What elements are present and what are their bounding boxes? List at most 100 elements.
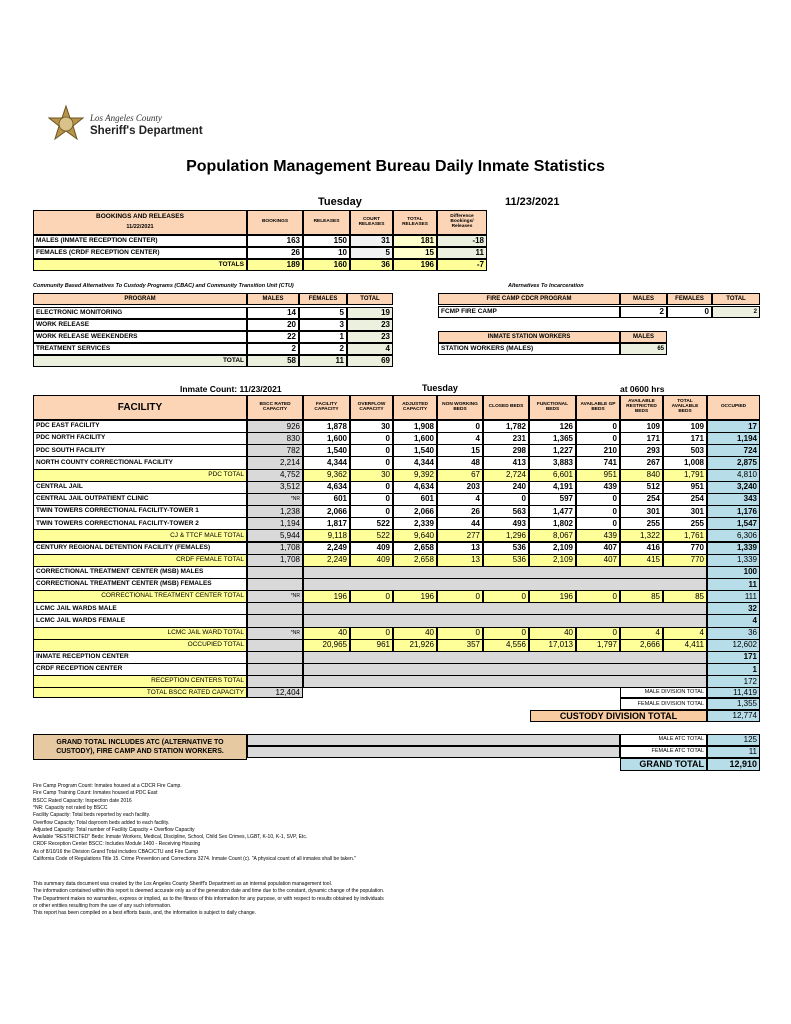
value: 0 (483, 492, 529, 507)
row-label: TOTALS (33, 259, 247, 271)
value: 2 (712, 306, 760, 318)
value: 1,708 (247, 553, 303, 567)
value: 12,774 (707, 710, 760, 723)
value: 1,194 (247, 517, 303, 531)
cbac-title: Community Based Alternatives To Custody … (33, 283, 294, 289)
column-header: AVAILABLE GP BEDS (576, 395, 620, 420)
column-header: TOTAL (347, 293, 393, 305)
value: 343 (707, 492, 760, 507)
column-header: FEMALES (667, 293, 712, 305)
column-header: TOTAL RELEASES (393, 210, 437, 235)
column-header: OCCUPIED (707, 395, 760, 420)
value: 255 (620, 517, 663, 531)
value: 10 (303, 247, 350, 259)
column-header: RELEASES (303, 210, 350, 235)
column-header: TOTAL AVAILABLE BEDS (663, 395, 707, 420)
value: 439 (576, 529, 620, 543)
value: 15 (393, 247, 437, 259)
value: 2,066 (393, 505, 437, 519)
value: 163 (247, 235, 303, 247)
value: 4 (437, 432, 483, 446)
value: 22 (247, 331, 299, 343)
value: 1,817 (303, 517, 350, 531)
value: 0 (576, 590, 620, 604)
value: 1,791 (663, 468, 707, 482)
value: 522 (350, 517, 393, 531)
value: 409 (350, 553, 393, 567)
day: Tuesday (318, 196, 362, 208)
blank-cell (247, 746, 620, 758)
value: 4,344 (393, 456, 437, 470)
value: 14 (247, 307, 299, 319)
count-time: at 0600 hrs (620, 384, 665, 394)
value: 2,249 (303, 553, 350, 567)
row-label: FEMALE ATC TOTAL (620, 746, 707, 758)
note-line: Overflow Capacity: Total dayroom beds ad… (33, 819, 170, 826)
row-label: CORRECTIONAL TREATMENT CENTER (MSB) FEMA… (33, 577, 247, 592)
value: 0 (576, 492, 620, 507)
value: 407 (576, 553, 620, 567)
value: 4,634 (303, 480, 350, 494)
value: 67 (437, 468, 483, 482)
blank-cell (303, 614, 707, 628)
value: 231 (483, 432, 529, 446)
value: 0 (483, 590, 529, 604)
disclaimer-line: The Department makes no warranties, expr… (33, 895, 384, 902)
value: 1,761 (663, 529, 707, 543)
row-label: STATION WORKERS (MALES) (438, 343, 620, 355)
value: 240 (483, 480, 529, 494)
value: 4,556 (483, 638, 529, 652)
value: 196 (303, 590, 350, 604)
value: 11 (707, 577, 760, 592)
blank-cell (247, 734, 620, 746)
value: 267 (620, 456, 663, 470)
value: 13 (437, 553, 483, 567)
column-header: OVERFLOW CAPACITY (350, 395, 393, 420)
note-line: BSCC Rated Capacity: Inspection date 201… (33, 797, 132, 804)
note-line: Fire Camp Training Count: Inmates housed… (33, 790, 158, 797)
value: 5,944 (247, 529, 303, 543)
row-label: CUSTODY DIVISION TOTAL (530, 710, 707, 723)
value: 12,602 (707, 638, 760, 652)
value: 171 (707, 650, 760, 664)
value: 6,306 (707, 529, 760, 543)
value: 1,600 (303, 432, 350, 446)
value: 11 (299, 355, 347, 367)
value: 26 (247, 247, 303, 259)
value: *NR (247, 492, 303, 507)
row-label: OCCUPIED TOTAL (33, 638, 247, 652)
value: 19 (347, 307, 393, 319)
value: 1,547 (707, 517, 760, 531)
value: 189 (247, 259, 303, 271)
value: 741 (576, 456, 620, 470)
column-header: NON WORKING BEDS (437, 395, 483, 420)
value: 20 (247, 319, 299, 331)
value: 3,883 (529, 456, 576, 470)
row-label: ELECTRONIC MONITORING (33, 307, 247, 319)
value: 85 (663, 590, 707, 604)
value: 4,411 (663, 638, 707, 652)
value: 770 (663, 553, 707, 567)
value: 111 (707, 590, 760, 604)
value: 0 (350, 432, 393, 446)
inmate-count-label: Inmate Count: 11/23/2021 (180, 384, 282, 394)
value: 9,640 (393, 529, 437, 543)
value: 2,658 (393, 553, 437, 567)
row-label: FCMP FIRE CAMP (438, 306, 620, 318)
value: 413 (483, 456, 529, 470)
value: 181 (393, 235, 437, 247)
value: 1,797 (576, 638, 620, 652)
value: 522 (350, 529, 393, 543)
column-header: MALES (620, 293, 667, 305)
value: -7 (437, 259, 487, 271)
value: 8,067 (529, 529, 576, 543)
value: 150 (303, 235, 350, 247)
value: 0 (576, 517, 620, 531)
value: 4,344 (303, 456, 350, 470)
value: 171 (620, 432, 663, 446)
value: 4 (347, 343, 393, 355)
blank-cell (303, 675, 707, 689)
value: 597 (529, 492, 576, 507)
blank-cell (247, 577, 303, 592)
value: 11 (707, 746, 760, 758)
